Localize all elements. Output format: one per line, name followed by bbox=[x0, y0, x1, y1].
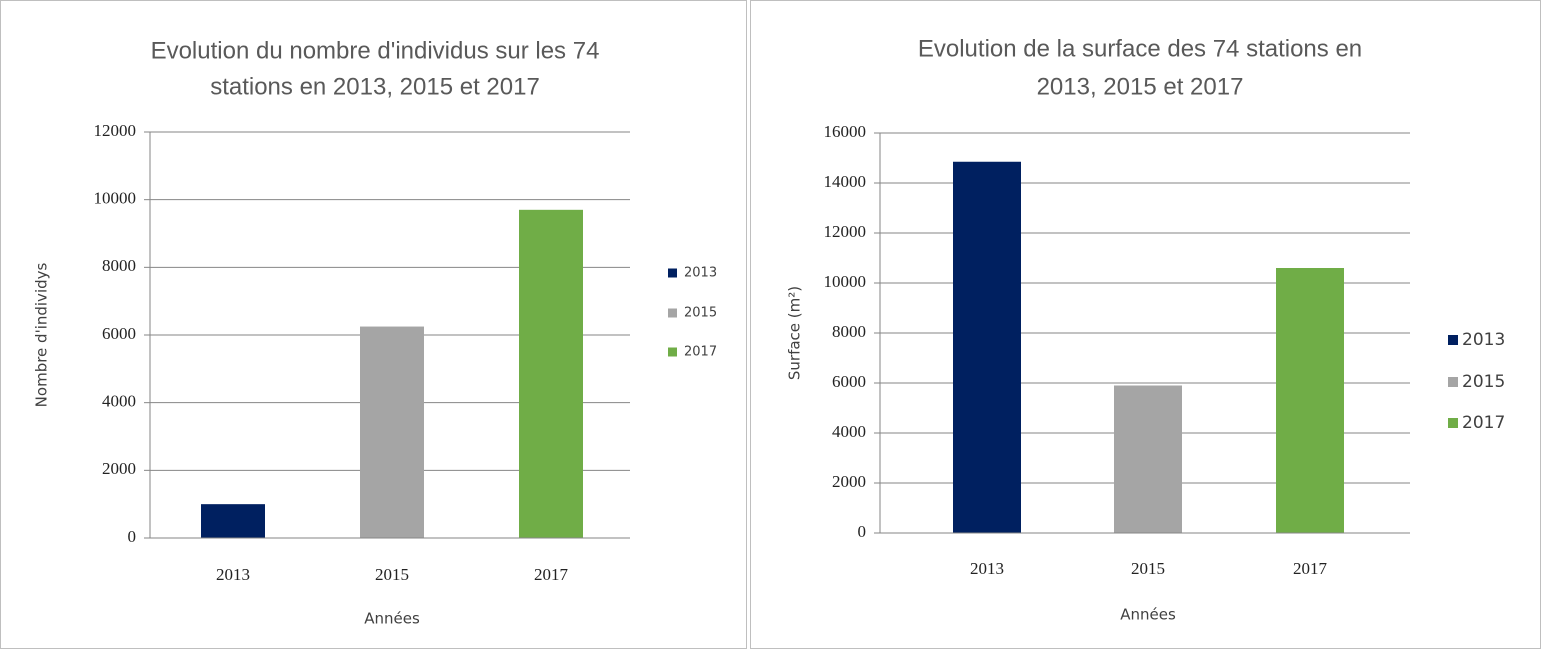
chart-title: Evolution de la surface des 74 stations … bbox=[918, 35, 1362, 62]
bar bbox=[1114, 385, 1182, 533]
bar bbox=[519, 209, 583, 539]
bar bbox=[953, 161, 1021, 533]
x-tick-label: 2017 bbox=[534, 565, 569, 584]
legend-swatch bbox=[668, 308, 677, 318]
y-tick-label: 16000 bbox=[824, 122, 867, 141]
bar bbox=[360, 326, 424, 538]
x-axis-title: Années bbox=[364, 610, 420, 628]
y-tick-label: 14000 bbox=[824, 172, 867, 191]
chart-title: Evolution du nombre d'individus sur les … bbox=[151, 37, 600, 64]
bar bbox=[1276, 268, 1344, 533]
y-tick-label: 8000 bbox=[832, 322, 866, 341]
x-tick-label: 2017 bbox=[1293, 559, 1328, 578]
y-tick-label: 12000 bbox=[824, 222, 867, 241]
y-tick-label: 0 bbox=[128, 527, 137, 546]
y-tick-label: 12000 bbox=[94, 121, 137, 140]
legend-swatch bbox=[1448, 418, 1458, 428]
y-tick-label: 2000 bbox=[102, 459, 136, 478]
x-tick-label: 2013 bbox=[970, 559, 1004, 578]
x-tick-label: 2013 bbox=[216, 565, 250, 584]
panel bbox=[750, 0, 1541, 649]
chart-title: 2013, 2015 et 2017 bbox=[1037, 73, 1244, 100]
chart-title: stations en 2013, 2015 et 2017 bbox=[210, 73, 540, 100]
x-tick-label: 2015 bbox=[1131, 559, 1165, 578]
legend-label: 2017 bbox=[1462, 413, 1505, 433]
y-tick-label: 10000 bbox=[824, 272, 867, 291]
legend-label: 2013 bbox=[684, 266, 717, 281]
legend-label: 2015 bbox=[684, 306, 717, 321]
y-axis-title: Surface (m²) bbox=[786, 286, 804, 380]
y-tick-label: 4000 bbox=[832, 422, 866, 441]
y-tick-label: 6000 bbox=[832, 372, 866, 391]
legend-label: 2015 bbox=[1462, 372, 1505, 392]
bar bbox=[201, 504, 265, 538]
panel bbox=[0, 0, 747, 649]
legend-swatch bbox=[668, 268, 677, 278]
legend-swatch bbox=[1448, 377, 1458, 387]
y-tick-label: 4000 bbox=[102, 392, 136, 411]
y-tick-label: 0 bbox=[858, 522, 867, 541]
legend-label: 2013 bbox=[1462, 330, 1505, 350]
y-tick-label: 10000 bbox=[94, 189, 137, 208]
x-axis-title: Années bbox=[1120, 606, 1176, 624]
y-tick-label: 2000 bbox=[832, 472, 866, 491]
y-tick-label: 8000 bbox=[102, 256, 136, 275]
y-tick-label: 6000 bbox=[102, 324, 136, 343]
legend-swatch bbox=[668, 347, 677, 357]
x-tick-label: 2015 bbox=[375, 565, 409, 584]
legend-label: 2017 bbox=[684, 345, 717, 360]
legend-swatch bbox=[1448, 335, 1458, 345]
y-axis-title: Nombre d'individys bbox=[33, 263, 51, 408]
